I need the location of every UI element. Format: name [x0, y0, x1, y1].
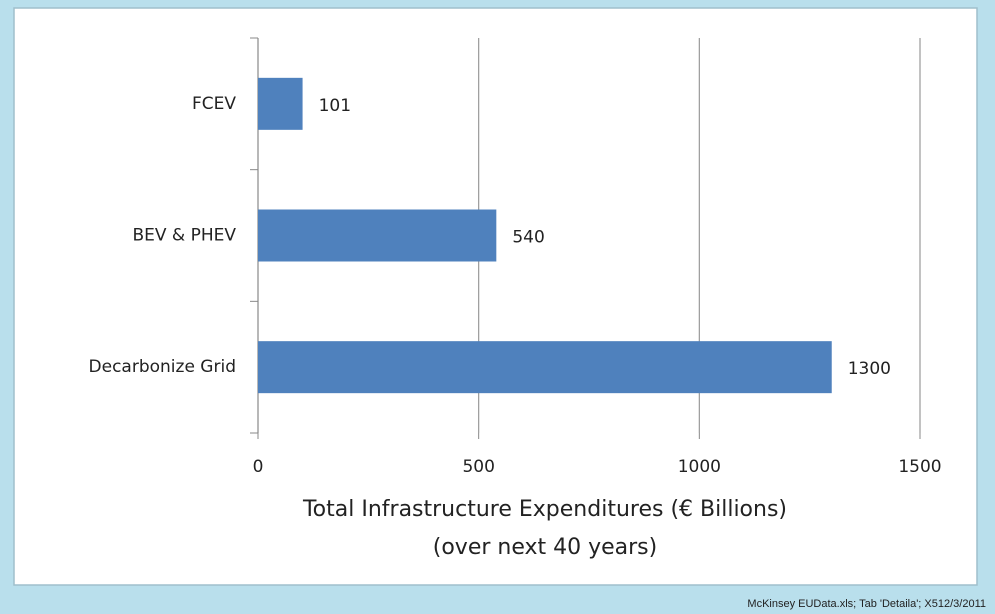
x-axis-title: (over next 40 years) — [433, 535, 657, 560]
value-label: 1300 — [848, 359, 891, 379]
y-tick-label: Decarbonize Grid — [89, 357, 236, 377]
value-label: 540 — [512, 228, 544, 248]
bar — [258, 77, 303, 130]
source-note: McKinsey EUData.xls; Tab 'Detaila'; X512… — [747, 598, 986, 610]
x-tick-label: 1500 — [898, 457, 941, 477]
x-tick-label: 0 — [253, 457, 264, 477]
y-tick-label: BEV & PHEV — [132, 226, 236, 246]
bar — [258, 209, 497, 262]
bar — [258, 341, 832, 394]
y-tick-label: FCEV — [192, 94, 236, 114]
x-axis-title: Total Infrastructure Expenditures (€ Bil… — [302, 497, 787, 522]
x-tick-label: 1000 — [678, 457, 721, 477]
chart-panel — [13, 7, 978, 586]
x-tick-label: 500 — [462, 457, 494, 477]
value-label: 101 — [319, 96, 351, 116]
